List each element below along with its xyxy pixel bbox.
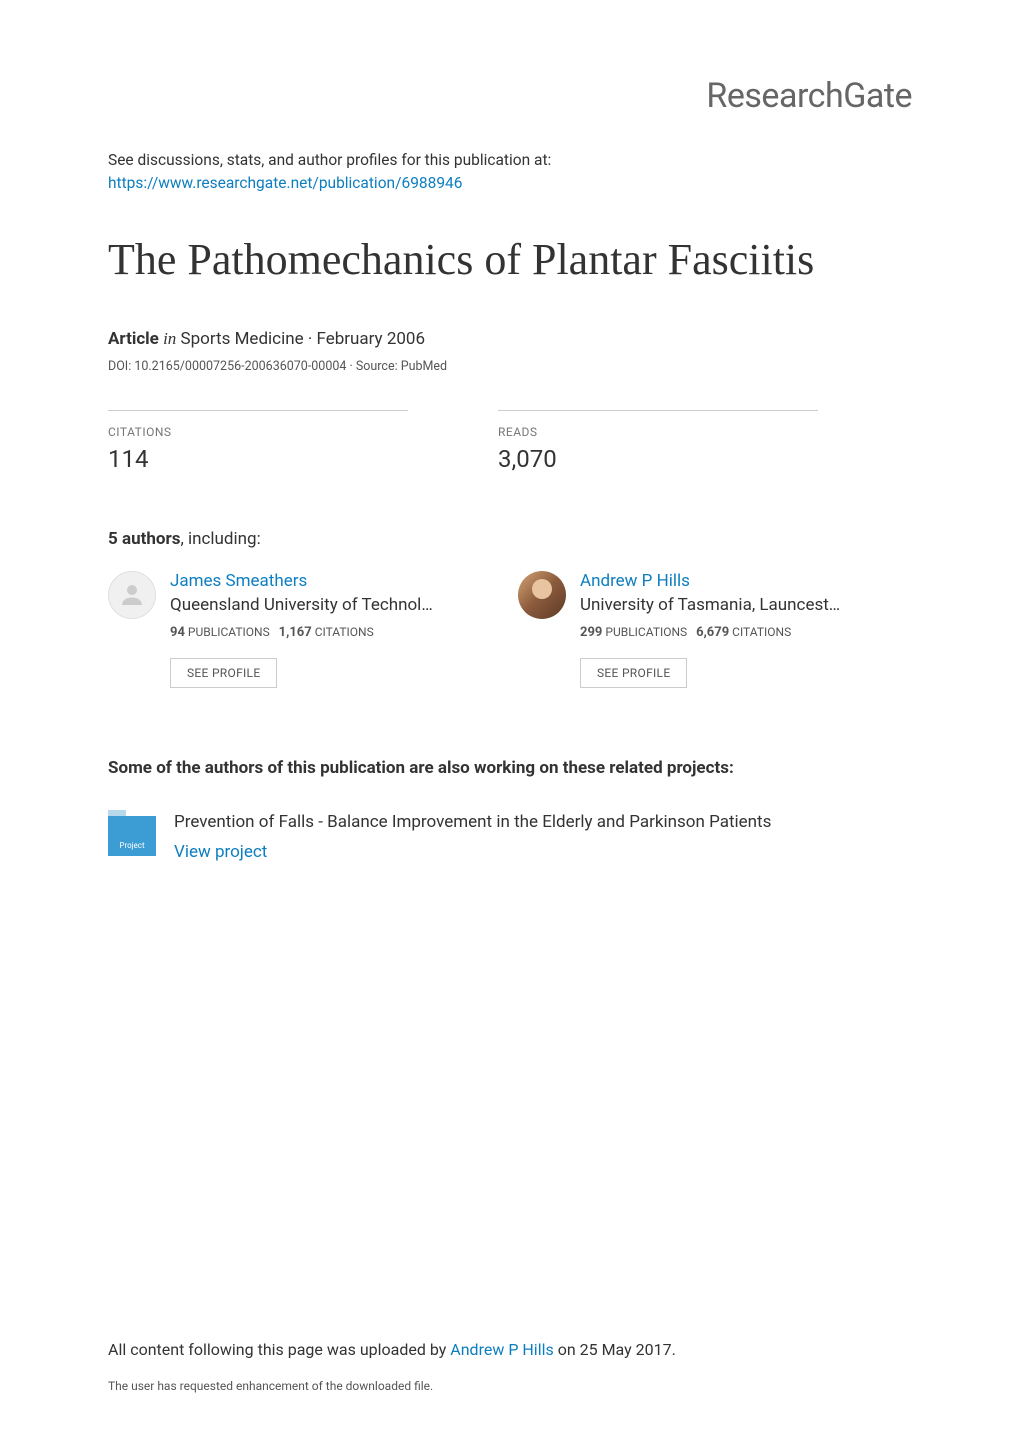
doi-source: DOI: 10.2165/00007256-200636070-00004 · … [108,359,912,374]
avatar-photo[interactable] [518,571,566,619]
footer-suffix: on 25 May 2017. [554,1340,676,1359]
author-card: Andrew P Hills University of Tasmania, L… [518,571,878,688]
discussions-text: See discussions, stats, and author profi… [108,150,912,172]
citations-block: CITATIONS 114 [108,410,408,473]
page-footer: All content following this page was uplo… [108,1340,912,1393]
author-cites-count: 1,167 [279,625,312,640]
author-cites-count: 6,679 [696,625,729,640]
footer-upload-info: All content following this page was uplo… [108,1340,912,1359]
authors-header: 5 authors, including: [108,529,912,549]
article-meta: Article in Sports Medicine · February 20… [108,329,912,349]
footer-uploader-link[interactable]: Andrew P Hills [450,1340,553,1359]
footer-prefix: All content following this page was uplo… [108,1340,450,1359]
authors-count: 5 authors [108,529,180,549]
see-profile-button[interactable]: SEE PROFILE [580,658,687,688]
projects-header: Some of the authors of this publication … [108,758,912,778]
reads-value: 3,070 [498,445,818,473]
reads-label: READS [498,425,818,439]
footer-enhancement-note: The user has requested enhancement of th… [108,1379,912,1393]
author-card: James Smeathers Queensland University of… [108,571,468,688]
researchgate-logo[interactable]: ResearchGate [108,76,912,116]
article-in: in [163,329,176,348]
author-name-link[interactable]: Andrew P Hills [580,571,878,591]
view-project-link[interactable]: View project [174,842,912,862]
reads-block: READS 3,070 [498,410,818,473]
author-pubs-count: 94 [170,625,185,640]
authors-grid: James Smeathers Queensland University of… [108,571,912,688]
author-pubs-label: PUBLICATIONS [188,625,270,639]
article-journal: Sports Medicine · February 2006 [181,329,426,349]
publication-title: The Pathomechanics of Plantar Fasciitis [108,232,912,287]
author-pubs-label: PUBLICATIONS [605,625,687,639]
project-folder-icon[interactable]: Project [108,816,156,856]
see-profile-button[interactable]: SEE PROFILE [170,658,277,688]
project-row: Project Prevention of Falls - Balance Im… [108,812,912,862]
publication-url-link[interactable]: https://www.researchgate.net/publication… [108,174,912,192]
citations-value: 114 [108,445,408,473]
author-affiliation: Queensland University of Technol… [170,595,468,615]
author-pubs-count: 299 [580,625,602,640]
stats-row: CITATIONS 114 READS 3,070 [108,410,912,473]
citations-label: CITATIONS [108,425,408,439]
author-cites-label: CITATIONS [315,625,374,639]
author-cites-label: CITATIONS [732,625,791,639]
author-stats: 94 PUBLICATIONS 1,167 CITATIONS [170,625,468,640]
author-stats: 299 PUBLICATIONS 6,679 CITATIONS [580,625,878,640]
author-affiliation: University of Tasmania, Launcest… [580,595,878,615]
project-icon-label: Project [108,841,156,850]
authors-suffix: , including: [180,529,260,549]
author-name-link[interactable]: James Smeathers [170,571,468,591]
avatar-placeholder-icon[interactable] [108,571,156,619]
article-label: Article [108,329,159,349]
project-title: Prevention of Falls - Balance Improvemen… [174,812,912,832]
